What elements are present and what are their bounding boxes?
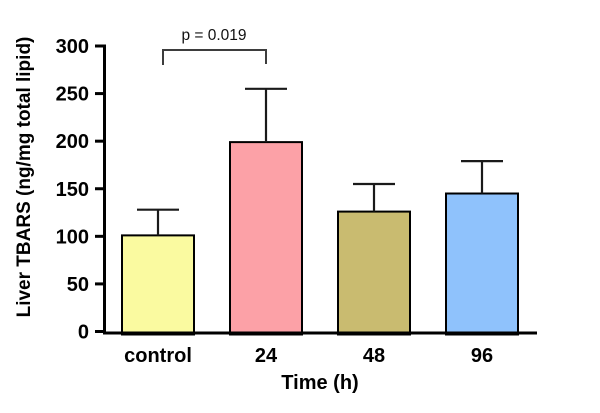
significance-bracket [162, 49, 267, 65]
x-tick-label-24: 24 [255, 345, 278, 367]
y-tick-label-300: 300 [56, 36, 89, 58]
x-tick-label-48: 48 [363, 345, 385, 367]
y-axis-title: Liver TBARS (ng/mg total lipid) [14, 37, 35, 318]
y-tick-label-200: 200 [56, 131, 89, 153]
y-tick-label-100: 100 [56, 226, 89, 248]
y-tick-label-150: 150 [56, 179, 89, 201]
y-tick-label-250: 250 [56, 84, 89, 106]
bar-24 [229, 141, 303, 336]
chart-generated-layer: 0 50 100 150 200 250 300 control 24 48 96 [56, 36, 537, 367]
p-value-annotation: p = 0.019 [181, 27, 246, 44]
x-axis-title: Time (h) [281, 372, 358, 394]
x-tick-label-96: 96 [471, 345, 493, 367]
y-tick-label-0: 0 [78, 322, 89, 344]
x-tick-label-control: control [124, 345, 192, 367]
bar-96 [445, 192, 519, 336]
bar-control [121, 234, 195, 336]
bar-48 [337, 210, 411, 336]
y-tick-label-50: 50 [67, 274, 89, 296]
